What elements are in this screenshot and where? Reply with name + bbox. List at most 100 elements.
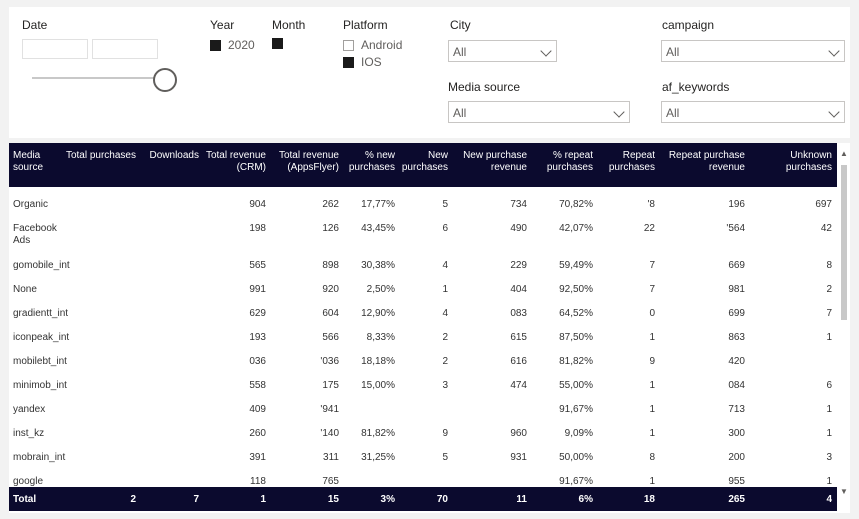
table-cell: 084 <box>728 380 745 391</box>
date-from-input[interactable] <box>22 39 88 59</box>
scroll-up-icon[interactable]: ▲ <box>840 149 848 158</box>
checkbox-icon[interactable] <box>272 38 283 49</box>
column-header[interactable]: Total revenue (CRM) <box>205 150 266 173</box>
campaign-dropdown[interactable]: All <box>661 40 845 62</box>
table-cell: 1 <box>826 428 832 439</box>
column-header[interactable]: Total purchases <box>65 150 136 161</box>
column-header[interactable]: Total revenue (AppsFlyer) <box>278 150 339 173</box>
table-cell: 9 <box>649 356 655 367</box>
date-slider-track[interactable] <box>32 77 157 79</box>
table-cell: 981 <box>728 284 745 295</box>
scrollbar-thumb[interactable] <box>841 165 847 320</box>
media-source-cell: yandex <box>13 404 46 415</box>
column-header[interactable]: New purchase revenue <box>463 150 527 173</box>
table-cell: 8 <box>649 452 655 463</box>
column-header[interactable]: % repeat purchases <box>546 150 593 173</box>
date-slider-handle[interactable] <box>153 68 177 92</box>
total-cell: 7 <box>193 494 199 505</box>
column-header[interactable]: Repeat purchase revenue <box>668 150 745 173</box>
table-cell: 1 <box>649 476 655 487</box>
table-row[interactable]: Organic 904 262 17,77% 5 734 70,82% '8 196 697 <box>9 193 837 217</box>
city-filter-label: City <box>450 18 471 32</box>
checkbox-icon[interactable] <box>343 56 354 68</box>
column-header[interactable]: New purchases <box>401 150 448 173</box>
af-keywords-dropdown[interactable]: All <box>661 101 845 123</box>
table-cell: 565 <box>249 260 266 271</box>
column-header[interactable]: Repeat purchases <box>608 150 655 173</box>
total-cell: 3% <box>380 494 395 505</box>
table-cell: 1 <box>826 332 832 343</box>
table-cell: 50,00% <box>559 452 593 463</box>
table-row[interactable]: None 991 920 2,50% 1 404 92,50% 7 981 2 <box>9 278 837 302</box>
platform-option-android[interactable]: Android <box>343 38 402 52</box>
table-cell: 931 <box>510 452 527 463</box>
table-cell: 0 <box>649 308 655 319</box>
table-cell: 4 <box>442 308 448 319</box>
total-cell: 70 <box>436 494 448 505</box>
table-cell: 409 <box>249 404 266 415</box>
table-cell: 1 <box>826 404 832 415</box>
media-source-dropdown[interactable]: All <box>448 101 630 123</box>
media-source-cell: Organic <box>13 199 49 210</box>
year-option-2020[interactable]: 2020 <box>210 38 255 52</box>
table-cell: 083 <box>510 308 527 319</box>
table-row[interactable]: mobilebt_int 036 '036 18,18% 2 616 81,82% 9 420 <box>9 350 837 374</box>
date-to-input[interactable] <box>92 39 158 59</box>
column-header[interactable]: Unknown purchases <box>785 150 832 173</box>
table-cell: 3 <box>442 380 448 391</box>
table-row[interactable]: yandex 409 '941 91,67% 1 713 1 <box>9 398 837 422</box>
column-header[interactable]: Downloads <box>149 150 199 161</box>
table-cell: 7 <box>649 284 655 295</box>
month-option[interactable] <box>272 38 290 49</box>
table-cell: 474 <box>510 380 527 391</box>
table-cell: 2 <box>826 284 832 295</box>
table-cell: 5 <box>442 452 448 463</box>
media-source-cell: mobrain_int <box>13 452 66 463</box>
table-cell: 8 <box>826 260 832 271</box>
city-dropdown[interactable]: All <box>448 40 557 62</box>
table-cell: 260 <box>249 428 266 439</box>
table-cell: 955 <box>728 476 745 487</box>
checkbox-icon[interactable] <box>343 39 354 51</box>
table-row[interactable]: gomobile_int 565 898 30,38% 4 229 59,49% 7 669 8 <box>9 254 837 278</box>
table-row[interactable]: gradientt_int 629 604 12,90% 4 083 64,52% 0 699 7 <box>9 302 837 326</box>
table-cell: 036 <box>249 356 266 367</box>
table-panel: Media source Total purchases Downloads Tota… <box>9 143 850 513</box>
table-cell: 2 <box>442 356 448 367</box>
platform-option-ios[interactable]: IOS <box>343 55 382 69</box>
table-cell: 43,45% <box>361 223 395 234</box>
table-cell: '941 <box>320 404 339 415</box>
column-header[interactable]: % new purchases <box>348 150 395 173</box>
table-cell: 1 <box>649 404 655 415</box>
platform-filter-label: Platform <box>343 18 388 32</box>
checkbox-icon[interactable] <box>210 39 221 51</box>
chevron-down-icon <box>828 45 840 57</box>
table-row[interactable]: iconpeak_int 193 566 8,33% 2 615 87,50% 1 863 1 <box>9 326 837 350</box>
table-row[interactable]: Facebook Ads 198 126 43,45% 6 490 42,07% 22 '564… <box>9 217 837 246</box>
table-cell: '564 <box>726 223 745 234</box>
media-source-filter-label: Media source <box>448 80 521 94</box>
table-row[interactable]: mobrain_int 391 311 31,25% 5 931 50,00% 8 200 3 <box>9 446 837 470</box>
table-cell: 616 <box>510 356 527 367</box>
table-cell: 2 <box>442 332 448 343</box>
table-cell: 863 <box>728 332 745 343</box>
table-cell: 669 <box>728 260 745 271</box>
media-source-cell: inst_kz <box>13 428 45 439</box>
table-cell: '036 <box>320 356 339 367</box>
media-source-cell: gradientt_int <box>13 308 69 319</box>
table-cell: 200 <box>728 452 745 463</box>
media-source-cell: google <box>13 476 44 487</box>
table-row[interactable]: google 118 765 91,67% 1 955 1 <box>9 470 837 494</box>
table-row[interactable]: inst_kz 260 '140 81,82% 9 960 9,09% 1 300 1 <box>9 422 837 446</box>
chevron-down-icon <box>613 106 625 118</box>
table-row[interactable]: minimob_int 558 175 15,00% 3 474 55,00% 1 084 6 <box>9 374 837 398</box>
table-cell: 64,52% <box>559 308 593 319</box>
table-total-row: Total 2 7 1 15 3% 70 11 6% 18 265 4 <box>9 487 837 511</box>
total-cell: 265 <box>728 494 745 505</box>
table-cell: 713 <box>728 404 745 415</box>
column-header[interactable]: Media source <box>13 150 44 173</box>
table-cell: 699 <box>728 308 745 319</box>
table-cell: 55,00% <box>559 380 593 391</box>
scroll-down-icon[interactable]: ▼ <box>840 487 848 496</box>
table-cell: 81,82% <box>361 428 395 439</box>
